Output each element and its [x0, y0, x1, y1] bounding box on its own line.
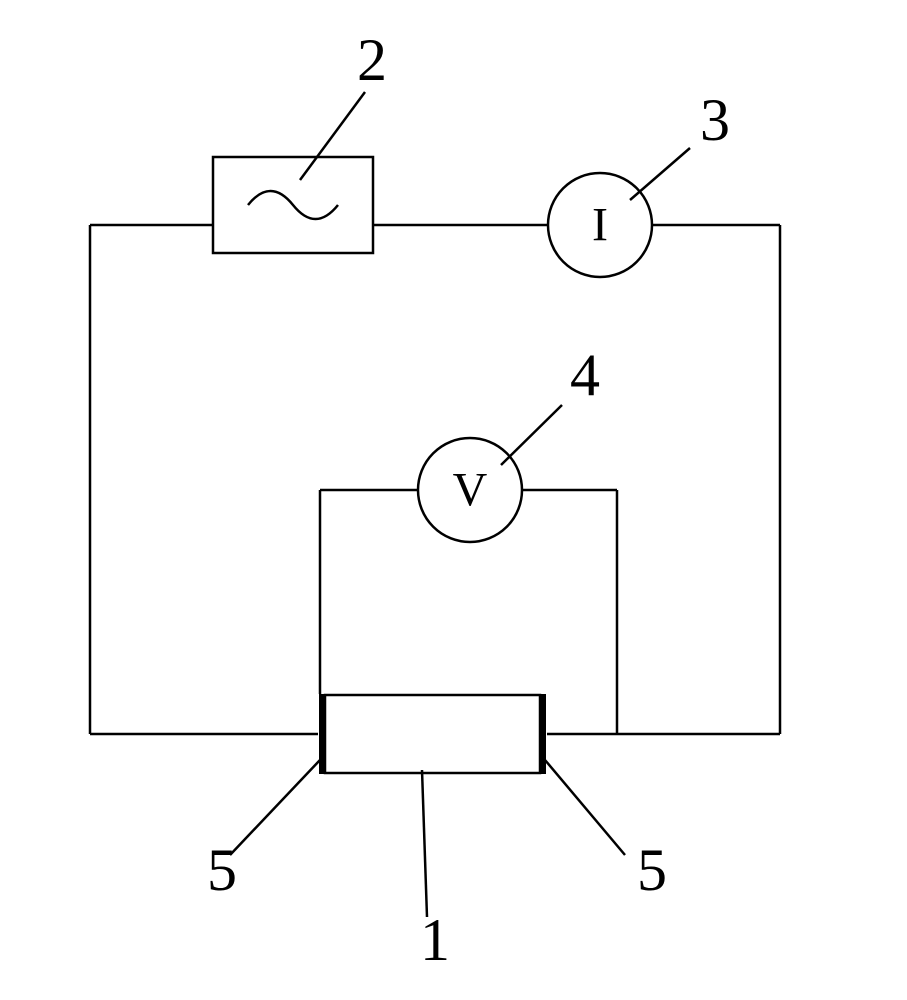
circuit-diagram: I V 1 2 3 4 5 5 — [0, 0, 907, 1000]
callout-label-1: 1 — [420, 907, 450, 973]
ammeter-symbol: I — [592, 199, 608, 252]
voltmeter-symbol: V — [453, 464, 488, 517]
callout-label-3: 3 — [700, 87, 730, 153]
callout-label-4: 4 — [570, 342, 600, 408]
callout-label-5a: 5 — [207, 837, 237, 903]
callout-label-2: 2 — [357, 27, 387, 93]
callout-label-5b: 5 — [637, 837, 667, 903]
